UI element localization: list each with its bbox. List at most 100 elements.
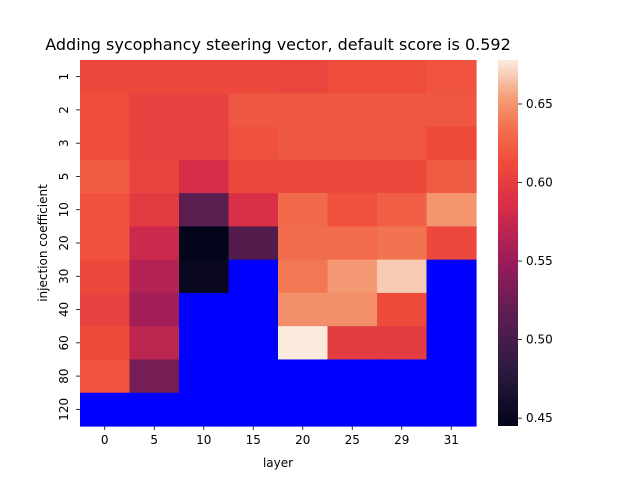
y-tick-label: 1 <box>57 73 71 81</box>
heatmap-cell <box>377 292 428 327</box>
heatmap-cell <box>129 60 180 94</box>
heatmap-cell <box>377 359 428 394</box>
heatmap-cell <box>179 359 230 394</box>
heatmap-cell <box>129 159 180 194</box>
heatmap-cell <box>278 93 329 128</box>
heatmap-cell <box>327 326 378 361</box>
heatmap-cell <box>129 326 180 361</box>
heatmap-cell <box>228 226 279 261</box>
heatmap-cell <box>129 392 180 427</box>
heatmap-cell <box>327 93 378 128</box>
colorbar-tick-label: 0.50 <box>526 333 553 347</box>
heatmap-cell <box>80 226 131 261</box>
heatmap-cell <box>278 259 329 294</box>
heatmap-cell <box>129 259 180 294</box>
heatmap-cell <box>179 126 230 161</box>
heatmap-cell <box>228 93 279 128</box>
heatmap-cell <box>278 392 329 427</box>
heatmap-cell <box>426 259 477 294</box>
heatmap-cell <box>278 193 329 227</box>
heatmap-cell <box>80 126 131 161</box>
heatmap-cell <box>426 126 477 161</box>
heatmap-cell <box>426 226 477 261</box>
heatmap-cell <box>179 292 230 327</box>
heatmap-cell <box>327 259 378 294</box>
colorbar-tick-label: 0.65 <box>526 97 553 111</box>
heatmap-cell <box>80 292 131 327</box>
heatmap-cell <box>377 193 428 227</box>
heatmap-cell <box>228 392 279 427</box>
heatmap-cell <box>377 326 428 361</box>
y-tick-label: 10 <box>57 202 71 217</box>
x-tick-label: 20 <box>295 433 310 447</box>
heatmap-cell <box>80 93 131 128</box>
x-tick-label: 10 <box>196 433 211 447</box>
y-tick-label: 3 <box>57 139 71 147</box>
heatmap-cell <box>179 392 230 427</box>
chart-title: Adding sycophancy steering vector, defau… <box>45 35 511 54</box>
heatmap-cell <box>80 326 131 361</box>
heatmap-cell <box>327 392 378 427</box>
heatmap-cell <box>179 60 230 94</box>
heatmap-cell <box>80 60 131 94</box>
heatmap-cell <box>80 359 131 394</box>
colorbar-ticks: 0.45 0.50 0.55 0.60 0.65 <box>518 97 553 425</box>
y-axis-ticks: 1 2 3 5 10 20 30 40 60 80 120 <box>57 73 80 421</box>
heatmap-cell <box>278 359 329 394</box>
heatmap-cell <box>129 126 180 161</box>
heatmap-cell <box>426 292 477 327</box>
heatmap-cell <box>426 326 477 361</box>
x-axis-label: layer <box>263 456 293 470</box>
heatmap-cell <box>228 326 279 361</box>
heatmap-cell <box>228 60 279 94</box>
heatmap-cell <box>129 359 180 394</box>
colorbar-tick-label: 0.45 <box>526 411 553 425</box>
heatmap-cell <box>327 292 378 327</box>
heatmap-cell <box>129 226 180 261</box>
heatmap-cell <box>327 359 378 394</box>
heatmap-cell <box>327 226 378 261</box>
heatmap-cell <box>278 292 329 327</box>
x-tick-label: 5 <box>150 433 158 447</box>
heatmap-cell <box>377 126 428 161</box>
heatmap-cell <box>327 193 378 227</box>
heatmap-cell <box>426 193 477 227</box>
y-tick-label: 30 <box>57 269 71 284</box>
heatmap-cell <box>377 392 428 427</box>
heatmap-cell <box>228 359 279 394</box>
heatmap-cell <box>228 126 279 161</box>
heatmap-cell <box>278 159 329 194</box>
heatmap-cell <box>377 159 428 194</box>
colorbar-tick-label: 0.55 <box>526 254 553 268</box>
y-axis-label: injection coefficient <box>36 184 50 302</box>
heatmap-cell <box>179 259 230 294</box>
heatmap-cell <box>327 159 378 194</box>
heatmap-cell <box>129 292 180 327</box>
x-tick-label: 31 <box>444 433 459 447</box>
heatmap-cell <box>179 159 230 194</box>
y-tick-label: 5 <box>57 173 71 181</box>
heatmap-cell <box>129 193 180 227</box>
heatmap-cell <box>129 93 180 128</box>
heatmap-cell <box>228 159 279 194</box>
heatmap-cell <box>426 93 477 128</box>
heatmap-cells <box>80 60 477 427</box>
heatmap-cell <box>179 93 230 128</box>
heatmap-cell <box>80 392 131 427</box>
heatmap-cell <box>179 326 230 361</box>
y-tick-label: 60 <box>57 335 71 350</box>
heatmap-cell <box>377 93 428 128</box>
y-tick-label: 40 <box>57 302 71 317</box>
heatmap-cell <box>80 193 131 227</box>
heatmap-cell <box>278 60 329 94</box>
x-tick-label: 15 <box>246 433 261 447</box>
heatmap-cell <box>327 60 378 94</box>
colorbar <box>498 60 518 426</box>
heatmap-cell <box>426 392 477 427</box>
heatmap-cell <box>426 159 477 194</box>
y-tick-label: 120 <box>57 398 71 421</box>
heatmap-cell <box>80 259 131 294</box>
x-tick-label: 25 <box>345 433 360 447</box>
heatmap-cell <box>278 226 329 261</box>
